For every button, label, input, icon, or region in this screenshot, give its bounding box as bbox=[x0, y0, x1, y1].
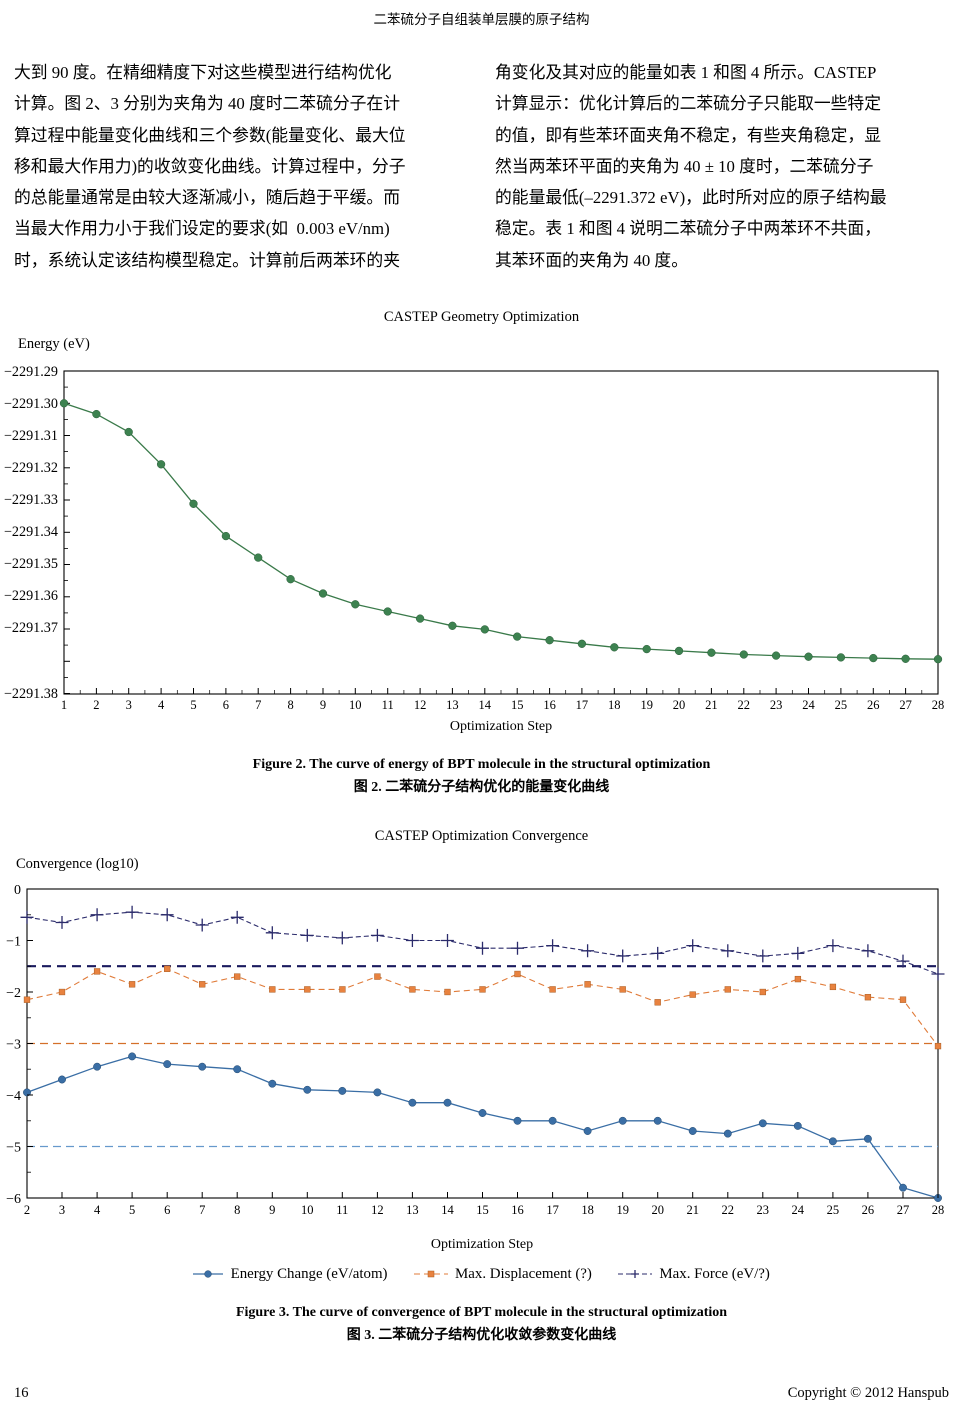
svg-text:4: 4 bbox=[94, 1203, 101, 1217]
svg-text:6: 6 bbox=[164, 1203, 170, 1217]
svg-text:16: 16 bbox=[511, 1203, 524, 1217]
svg-text:27: 27 bbox=[897, 1203, 910, 1217]
svg-text:−4: −4 bbox=[6, 1089, 21, 1104]
svg-text:8: 8 bbox=[234, 1203, 240, 1217]
svg-text:−3: −3 bbox=[6, 1038, 21, 1053]
svg-text:Optimization Step: Optimization Step bbox=[431, 1237, 533, 1252]
svg-text:9: 9 bbox=[269, 1203, 275, 1217]
svg-text:13: 13 bbox=[406, 1203, 419, 1217]
svg-text:12: 12 bbox=[371, 1203, 384, 1217]
svg-text:2: 2 bbox=[24, 1203, 30, 1217]
svg-text:3: 3 bbox=[59, 1203, 65, 1217]
svg-text:28: 28 bbox=[932, 1203, 945, 1217]
svg-text:24: 24 bbox=[792, 1203, 805, 1217]
svg-text:10: 10 bbox=[301, 1203, 314, 1217]
svg-text:−2: −2 bbox=[6, 986, 21, 1001]
svg-text:11: 11 bbox=[336, 1203, 348, 1217]
svg-text:−1: −1 bbox=[6, 935, 21, 950]
svg-text:19: 19 bbox=[616, 1203, 629, 1217]
svg-text:14: 14 bbox=[441, 1203, 454, 1217]
svg-text:0: 0 bbox=[14, 883, 21, 898]
svg-text:21: 21 bbox=[686, 1203, 699, 1217]
svg-text:26: 26 bbox=[862, 1203, 875, 1217]
svg-text:17: 17 bbox=[546, 1203, 559, 1217]
svg-text:20: 20 bbox=[651, 1203, 664, 1217]
svg-text:15: 15 bbox=[476, 1203, 489, 1217]
svg-text:Convergence (log10): Convergence (log10) bbox=[16, 856, 139, 872]
svg-text:−6: −6 bbox=[6, 1192, 21, 1207]
svg-text:7: 7 bbox=[199, 1203, 205, 1217]
svg-text:−5: −5 bbox=[6, 1141, 21, 1156]
svg-text:23: 23 bbox=[757, 1203, 770, 1217]
svg-text:25: 25 bbox=[827, 1203, 840, 1217]
svg-text:5: 5 bbox=[129, 1203, 135, 1217]
svg-text:18: 18 bbox=[581, 1203, 594, 1217]
svg-text:22: 22 bbox=[722, 1203, 735, 1217]
